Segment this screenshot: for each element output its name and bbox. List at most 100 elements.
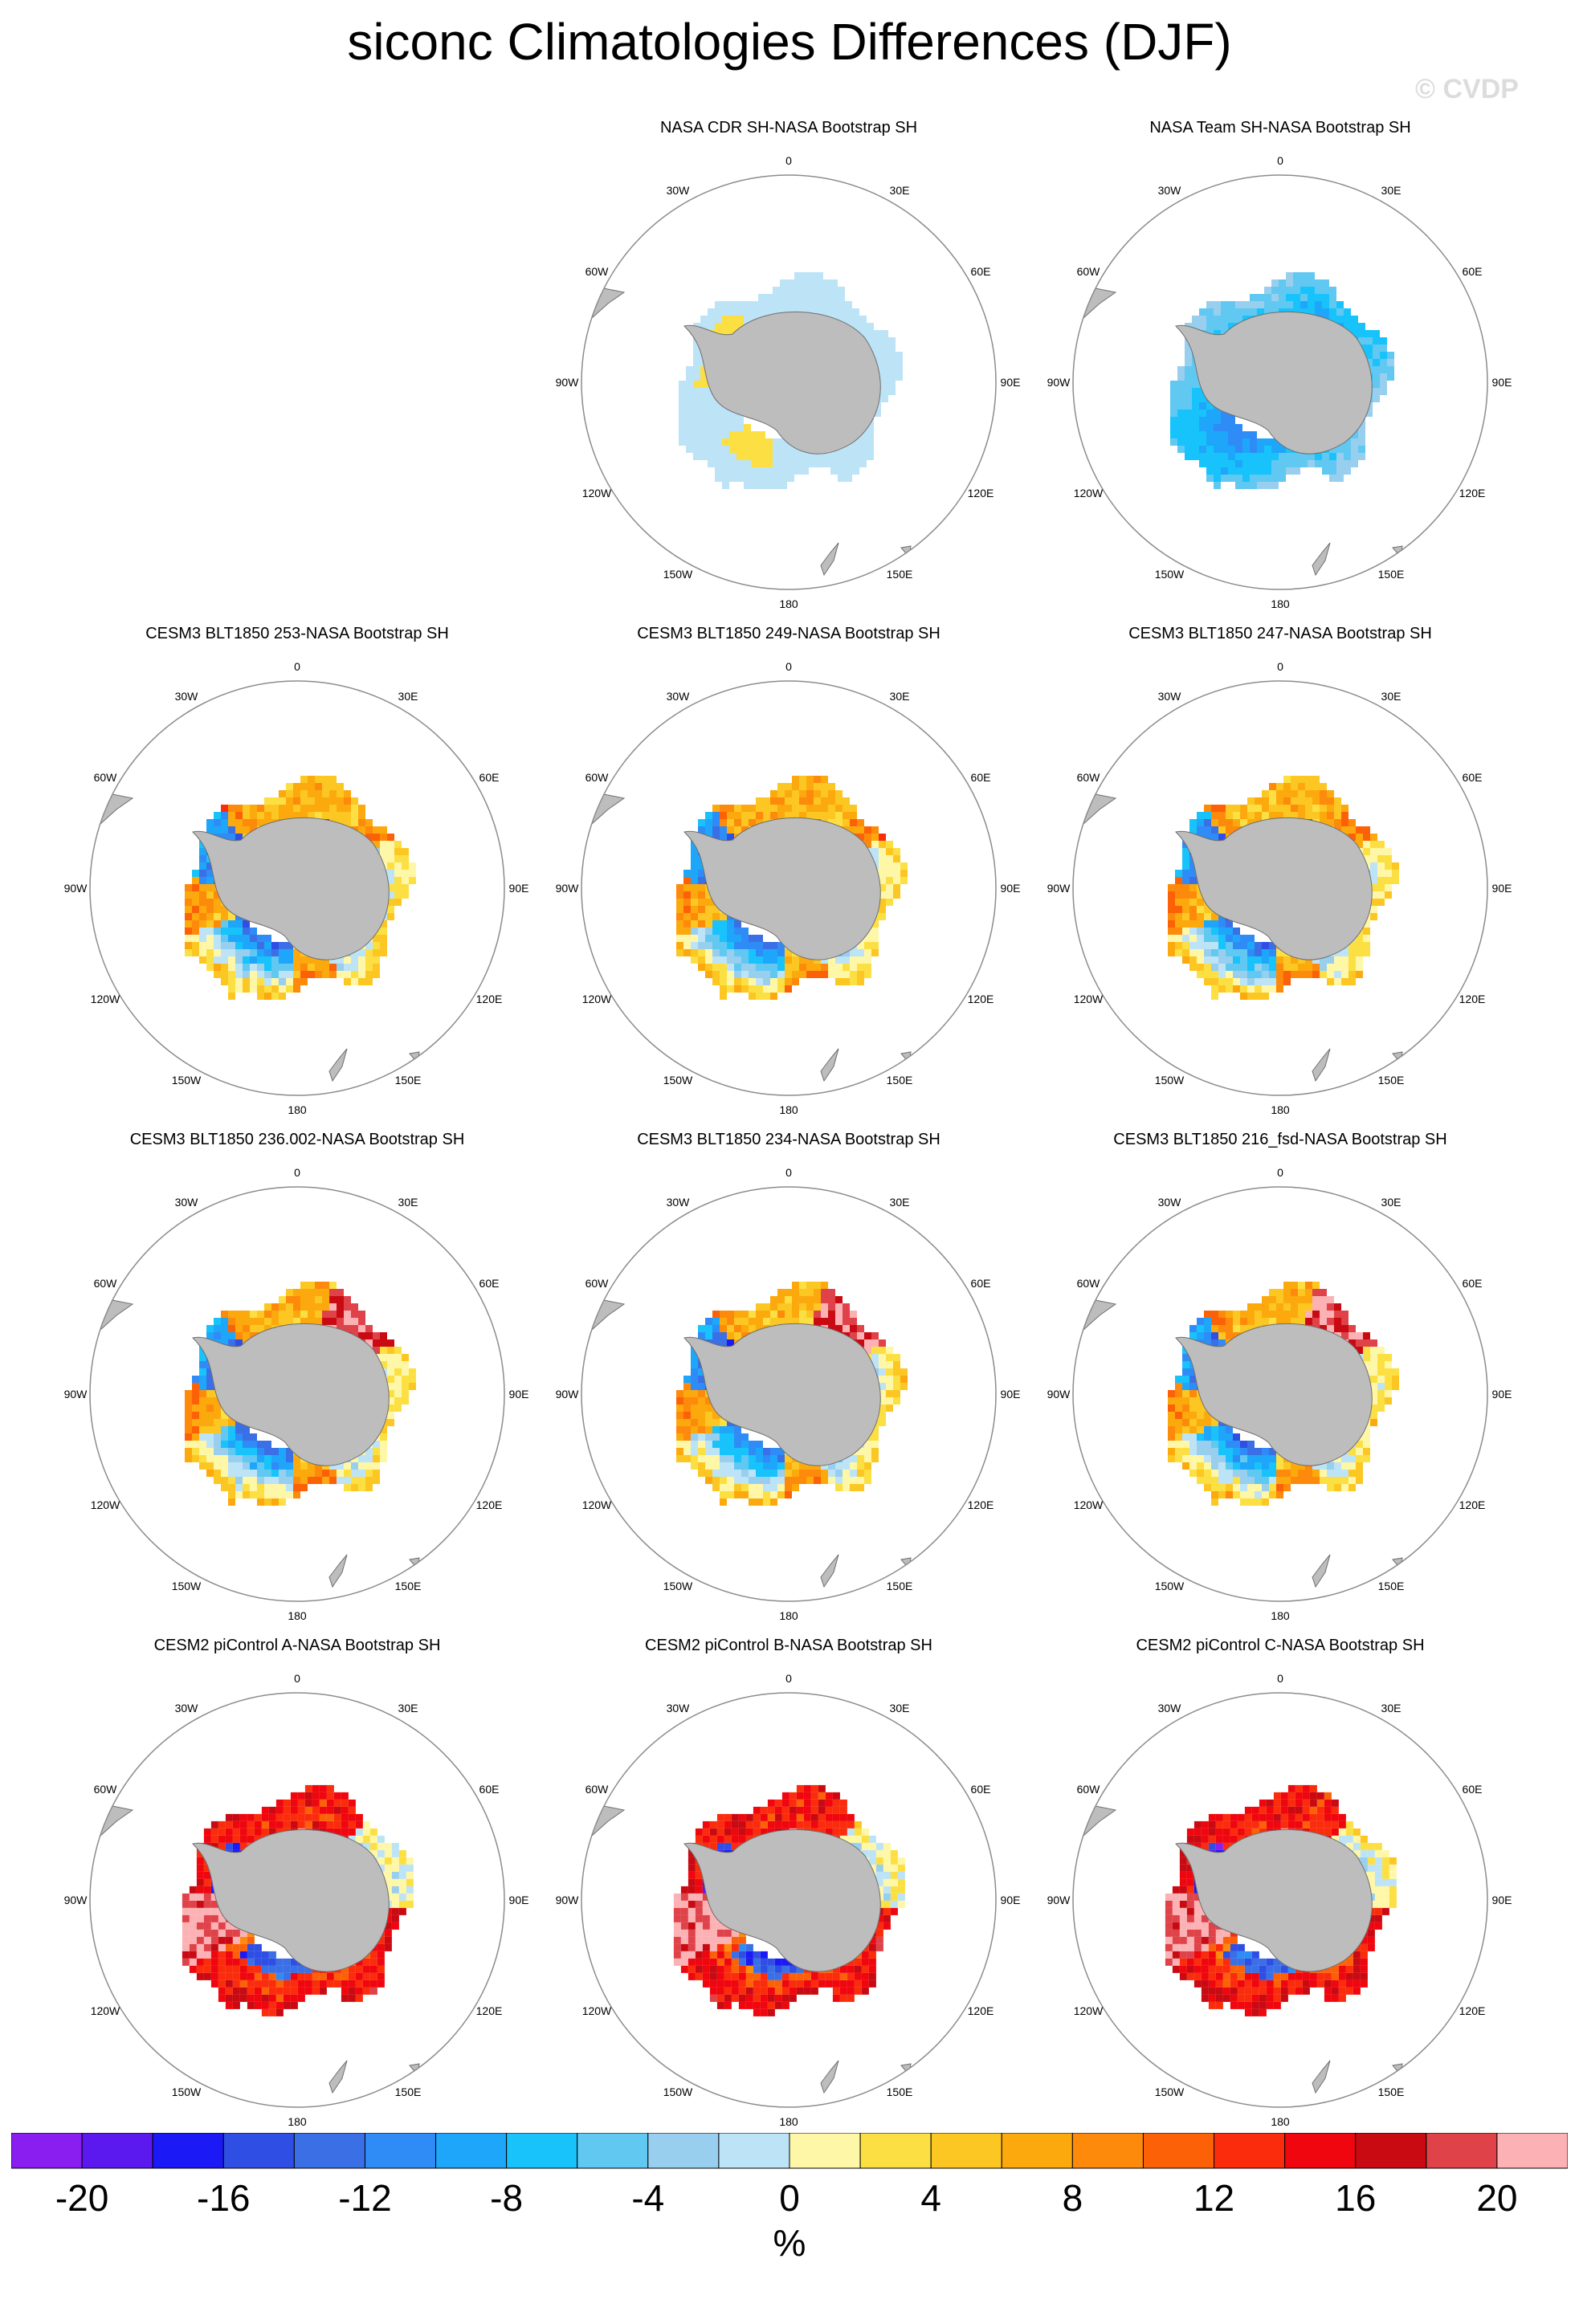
- grid-cell: [228, 1448, 235, 1455]
- grid-cell: [770, 956, 777, 964]
- grid-cell: [387, 1390, 394, 1397]
- grid-cell: [387, 1368, 394, 1376]
- grid-cell: [1206, 410, 1214, 417]
- grid-cell: [199, 870, 206, 877]
- grid-cell: [1218, 1477, 1226, 1484]
- grid-cell: [1257, 438, 1264, 446]
- grid-cell: [722, 475, 729, 482]
- grid-cell: [1211, 920, 1218, 928]
- grid-cell: [1255, 964, 1262, 971]
- grid-cell: [1242, 482, 1250, 489]
- grid-cell: [1377, 884, 1385, 891]
- grid-cell: [1175, 899, 1182, 906]
- grid-cell: [1235, 482, 1242, 489]
- grid-cell: [691, 884, 698, 891]
- grid-cell: [1336, 301, 1344, 308]
- grid-cell: [1264, 287, 1271, 294]
- grid-cell: [1175, 1397, 1182, 1405]
- grid-cell: [235, 1433, 243, 1441]
- grid-cell: [799, 1282, 806, 1289]
- grid-cell: [315, 1462, 322, 1470]
- grid-cell: [322, 805, 329, 812]
- grid-cell: [727, 956, 734, 964]
- grid-cell: [708, 446, 715, 453]
- grid-cell: [756, 949, 763, 956]
- grid-cell: [322, 1303, 329, 1311]
- grid-cell: [816, 301, 823, 308]
- grid-cell: [214, 1412, 221, 1419]
- grid-cell: [1262, 812, 1269, 819]
- grid-cell: [814, 797, 821, 805]
- grid-cell: [192, 1448, 199, 1455]
- grid-cell: [1214, 323, 1221, 330]
- grid-cell: [1240, 993, 1247, 1000]
- watermark: © CVDP: [1415, 74, 1519, 104]
- grid-cell: [1269, 1289, 1276, 1296]
- grid-cell: [185, 942, 192, 949]
- grid-cell: [1283, 964, 1291, 971]
- map-border: [1072, 680, 1488, 1096]
- grid-cell: [1341, 1484, 1348, 1491]
- grid-cell: [1182, 906, 1189, 913]
- grid-cell: [1192, 431, 1199, 438]
- grid-cell: [264, 964, 271, 971]
- grid-cell: [814, 783, 821, 790]
- grid-cell: [214, 812, 221, 819]
- grid-cell: [1211, 1477, 1218, 1484]
- longitude-label: 180: [779, 1103, 798, 1116]
- grid-cell: [749, 949, 756, 956]
- grid-cell: [1218, 1325, 1226, 1332]
- grid-cell: [1341, 978, 1348, 985]
- grid-cell: [319, 1792, 327, 1800]
- grid-cell: [686, 410, 693, 417]
- grid-cell: [679, 402, 686, 410]
- grid-cell: [1242, 467, 1250, 475]
- grid-cell: [845, 308, 852, 316]
- grid-cell: [1370, 848, 1377, 855]
- grid-cell: [1204, 1339, 1211, 1347]
- grid-cell: [369, 1828, 377, 1836]
- grid-cell: [1312, 805, 1320, 812]
- grid-cell: [859, 330, 867, 337]
- grid-cell: [1204, 1484, 1211, 1491]
- grid-cell: [1204, 906, 1211, 913]
- grid-cell: [802, 272, 809, 279]
- grid-cell: [794, 294, 802, 301]
- grid-cell: [214, 1433, 221, 1441]
- grid-cell: [1279, 467, 1286, 475]
- grid-cell: [337, 956, 344, 964]
- grid-cell: [373, 956, 380, 964]
- grid-cell: [864, 956, 871, 964]
- grid-cell: [1291, 1303, 1298, 1311]
- grid-cell: [676, 906, 683, 913]
- grid-cell: [1370, 834, 1377, 841]
- grid-cell: [691, 855, 698, 862]
- grid-cell: [712, 805, 720, 812]
- grid-cell: [232, 1842, 240, 1850]
- grid-cell: [228, 1462, 235, 1470]
- grid-cell: [780, 453, 787, 460]
- grid-cell: [777, 1462, 785, 1470]
- grid-cell: [1276, 1289, 1283, 1296]
- grid-cell: [1185, 453, 1192, 460]
- grid-cell: [705, 1397, 712, 1405]
- grid-cell: [734, 928, 741, 935]
- grid-cell: [683, 870, 691, 877]
- grid-cell: [1211, 819, 1218, 826]
- grid-cell: [228, 1325, 235, 1332]
- grid-cell: [734, 1470, 741, 1477]
- grid-cell: [691, 891, 698, 899]
- grid-cell: [809, 279, 816, 287]
- grid-cell: [185, 1397, 192, 1405]
- grid-cell: [286, 1491, 293, 1498]
- grid-cell: [1298, 776, 1305, 783]
- grid-cell: [1293, 294, 1300, 301]
- grid-cell: [850, 1455, 857, 1462]
- grid-cell: [293, 1311, 300, 1318]
- grid-cell: [228, 834, 235, 841]
- grid-cell: [888, 381, 896, 388]
- grid-cell: [1242, 438, 1250, 446]
- grid-cell: [814, 776, 821, 783]
- grid-cell: [1293, 279, 1300, 287]
